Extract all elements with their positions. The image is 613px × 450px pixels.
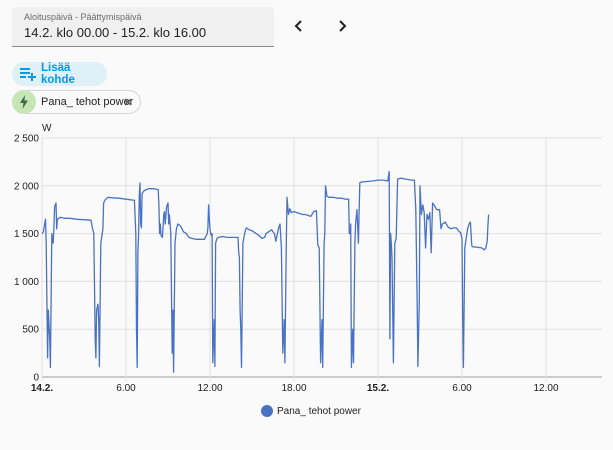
y-tick-label: 1 000 — [14, 277, 39, 288]
add-target-button[interactable]: Lisää kohde — [12, 62, 107, 86]
date-range-field[interactable]: Aloituspäivä - Päättymispäivä 14.2. klo … — [12, 7, 274, 47]
add-target-label: Lisää kohde — [41, 62, 75, 86]
y-tick-label: 500 — [22, 325, 39, 336]
x-tick-label: 6.00 — [116, 383, 136, 394]
chevron-right-icon — [339, 20, 347, 32]
x-tick-label: 12.00 — [197, 383, 222, 394]
y-axis-ticks: 0 500 1 000 1 500 2 000 2 500 — [14, 134, 39, 384]
chevron-left-icon — [294, 20, 302, 32]
entity-chip[interactable]: Pana_ tehot power — [12, 90, 141, 114]
x-tick-label: 12.00 — [533, 383, 558, 394]
previous-period-button[interactable] — [287, 14, 311, 38]
chart-legend[interactable]: Pana_ tehot power — [261, 405, 362, 417]
legend-marker — [261, 405, 273, 417]
date-range-label: Aloituspäivä - Päättymispäivä — [24, 12, 142, 22]
next-period-button[interactable] — [330, 14, 354, 38]
legend-label: Pana_ tehot power — [277, 406, 362, 417]
y-tick-label: 2 500 — [14, 134, 39, 145]
entity-chip-label: Pana_ tehot power — [41, 96, 134, 108]
remove-entity-button[interactable] — [121, 95, 135, 109]
entity-avatar — [12, 90, 36, 114]
x-tick-label: 14.2. — [31, 383, 53, 394]
y-tick-label: 2 000 — [14, 181, 39, 192]
x-tick-label: 6.00 — [452, 383, 472, 394]
playlist-plus-icon — [20, 67, 36, 81]
y-axis-unit: W — [42, 123, 52, 134]
x-axis-ticks: 14.2. 6.00 12.00 18.00 15.2. 6.00 12.00 — [31, 383, 559, 394]
x-tick-label: 18.00 — [281, 383, 306, 394]
y-tick-label: 1 500 — [14, 229, 39, 240]
x-tick-label: 15.2. — [367, 383, 389, 394]
date-range-value[interactable]: 14.2. klo 00.00 - 15.2. klo 16.00 — [24, 25, 207, 40]
lightning-bolt-icon — [20, 95, 28, 109]
close-icon — [124, 98, 132, 106]
series-line-pana-tehot-power — [41, 170, 490, 373]
y-tick-label: 0 — [33, 373, 39, 384]
